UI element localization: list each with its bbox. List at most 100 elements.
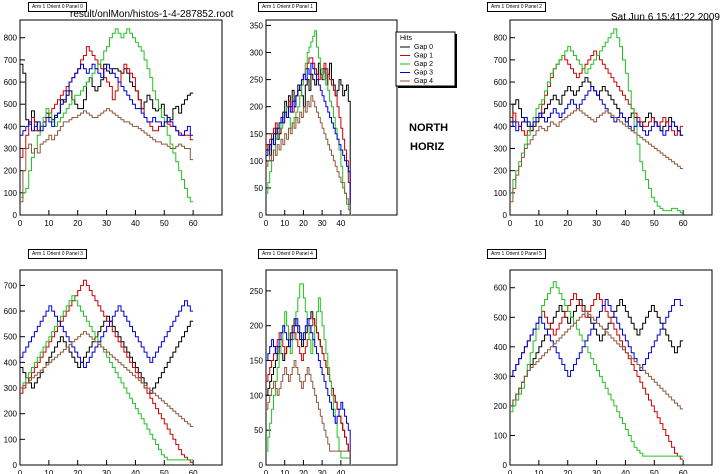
x-tick-label: 20 <box>299 219 308 228</box>
y-tick-label: 200 <box>4 167 18 176</box>
series-gap-1 <box>20 279 194 463</box>
series-gap-4 <box>266 360 353 465</box>
x-tick-label: 20 <box>299 469 308 474</box>
y-tick-label: 150 <box>250 130 264 139</box>
plot-frame <box>19 269 223 466</box>
panel-3: 0 100 200 300 400 500 600 0 10 20 30 40 50 60 <box>494 269 713 474</box>
panel-0-title: Arm 1 Orient 0 Panel 0 <box>28 2 87 12</box>
header-datetime: Sat Jun 6 15:41:22 2009 <box>611 12 720 23</box>
series-gap-3 <box>510 86 684 136</box>
panel-1: 0 50 100 150 200 250 300 350 0 10 20 30 40 <box>250 19 398 228</box>
x-tick-label: 30 <box>318 219 327 228</box>
x-tick-label: 60 <box>679 219 688 228</box>
x-tick-label: 10 <box>280 219 289 228</box>
y-tick-label: 400 <box>494 122 508 131</box>
y-tick-label: 800 <box>494 34 508 43</box>
panel-4: 0 50 100 150 200 250 0 10 20 30 40 <box>250 269 398 474</box>
x-tick-label: 20 <box>563 219 572 228</box>
x-tick-label: 40 <box>131 469 140 474</box>
series-gap-4 <box>266 95 353 215</box>
y-tick-label: 0 <box>503 211 508 220</box>
x-tick-label: 40 <box>336 469 345 474</box>
y-tick-label: 500 <box>494 313 508 322</box>
y-tick-label: 500 <box>4 333 18 342</box>
y-tick-label: 100 <box>494 189 508 198</box>
x-tick-label: 20 <box>73 469 82 474</box>
y-tick-label: 100 <box>4 435 18 444</box>
plot-frame <box>509 269 713 466</box>
x-tick-label: 40 <box>131 219 140 228</box>
y-tick-label: 200 <box>4 410 18 419</box>
y-tick-label: 100 <box>494 431 508 440</box>
y-tick-label: 300 <box>4 145 18 154</box>
series-gap-2 <box>510 28 684 214</box>
legend-entry: Gap 2 <box>414 61 433 68</box>
x-tick-label: 10 <box>44 219 53 228</box>
series-gap-3 <box>20 63 194 136</box>
x-tick-label: 40 <box>621 469 630 474</box>
y-tick-label: 100 <box>250 157 264 166</box>
plot-frame <box>265 269 398 466</box>
legend-title: Hits <box>400 35 413 42</box>
y-tick-label: 600 <box>494 78 508 87</box>
legend-entry: Gap 1 <box>414 53 433 60</box>
y-tick-label: 100 <box>4 189 18 198</box>
y-tick-label: 300 <box>4 384 18 393</box>
y-tick-label: 600 <box>4 78 18 87</box>
series-gap-4 <box>20 331 194 427</box>
y-tick-label: 0 <box>259 211 264 220</box>
y-tick-label: 200 <box>250 103 264 112</box>
y-tick-label: 500 <box>4 100 18 109</box>
x-tick-label: 40 <box>621 219 630 228</box>
x-tick-label: 20 <box>563 469 572 474</box>
x-tick-label: 30 <box>102 469 111 474</box>
y-tick-label: 700 <box>4 281 18 290</box>
y-tick-label: 700 <box>4 56 18 65</box>
y-tick-label: 500 <box>494 100 508 109</box>
panel-5: 0 100 200 300 400 500 600 700 0 10 20 30 40 50 60 <box>4 269 223 474</box>
y-tick-label: 700 <box>494 56 508 65</box>
y-tick-label: 0 <box>259 461 264 470</box>
x-tick-label: 60 <box>679 469 688 474</box>
x-tick-label: 20 <box>73 219 82 228</box>
x-tick-label: 60 <box>189 469 198 474</box>
y-tick-label: 600 <box>494 284 508 293</box>
panel-2: 0 100 200 300 400 500 600 700 800 0 10 20 30 40 50 60 <box>494 19 713 228</box>
series-gap-2 <box>20 28 194 203</box>
x-tick-label: 0 <box>264 219 269 228</box>
panel-3-title: Arm 1 Orient 0 Panel 3 <box>28 249 87 259</box>
y-tick-label: 250 <box>250 76 264 85</box>
y-tick-label: 0 <box>503 461 508 470</box>
y-tick-label: 400 <box>4 358 18 367</box>
x-tick-label: 50 <box>160 469 169 474</box>
x-tick-label: 60 <box>189 219 198 228</box>
panel-4-title: Arm 1 Orient 0 Panel 4 <box>258 249 317 259</box>
y-tick-label: 200 <box>494 402 508 411</box>
y-tick-label: 300 <box>494 145 508 154</box>
legend-entry: Gap 3 <box>414 70 433 77</box>
y-tick-label: 400 <box>4 122 18 131</box>
y-tick-label: 600 <box>4 307 18 316</box>
legend-entry: Gap 4 <box>414 78 433 85</box>
overlay-horiz: HORIZ <box>410 141 445 153</box>
y-tick-label: 300 <box>250 49 264 58</box>
x-tick-label: 10 <box>534 469 543 474</box>
header-filename: result/onlMon/histos-1-4-287852.root <box>70 9 234 20</box>
x-tick-label: 10 <box>44 469 53 474</box>
x-tick-label: 50 <box>650 219 659 228</box>
y-tick-label: 50 <box>254 184 263 193</box>
x-tick-label: 30 <box>102 219 111 228</box>
y-tick-label: 350 <box>250 21 264 30</box>
x-tick-label: 10 <box>534 219 543 228</box>
x-tick-label: 30 <box>592 219 601 228</box>
x-tick-label: 50 <box>160 219 169 228</box>
series-gap-2 <box>510 281 684 457</box>
y-tick-label: 800 <box>4 34 18 43</box>
y-tick-label: 0 <box>13 461 18 470</box>
x-tick-label: 30 <box>318 469 327 474</box>
x-tick-label: 10 <box>280 469 289 474</box>
x-tick-label: 0 <box>508 469 513 474</box>
legend-box <box>395 31 456 87</box>
y-tick-label: 250 <box>250 287 264 296</box>
